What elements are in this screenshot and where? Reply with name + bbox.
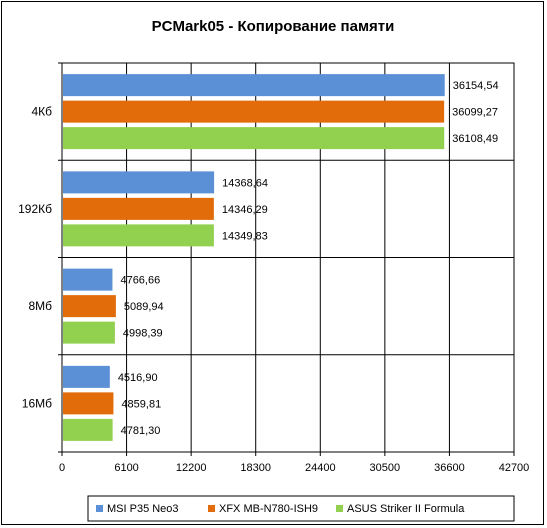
value-label: 4998,39 xyxy=(123,328,163,340)
value-label: 5089,94 xyxy=(124,301,164,313)
plot-area xyxy=(61,62,515,453)
value-label: 36099,27 xyxy=(452,107,498,119)
x-tick-label: 0 xyxy=(59,462,65,474)
category-label: 4Кб xyxy=(31,105,52,119)
bar xyxy=(63,171,215,194)
value-label: 36108,49 xyxy=(452,133,498,145)
legend-swatch xyxy=(96,505,103,512)
category-labels: 4Кб 192Кб 8Мб 16Мб xyxy=(18,105,52,411)
bar xyxy=(63,127,445,150)
x-tick-label: 12200 xyxy=(176,462,207,474)
legend-swatch xyxy=(208,505,215,512)
bar xyxy=(63,268,113,291)
value-label: 14349,83 xyxy=(222,230,268,242)
bar xyxy=(63,418,113,441)
x-tick-label: 24400 xyxy=(305,462,336,474)
value-label: 14346,29 xyxy=(222,204,268,216)
value-label: 4766,66 xyxy=(120,275,160,287)
value-label: 36154,54 xyxy=(453,80,499,92)
x-tick-label: 30500 xyxy=(370,462,401,474)
legend-box xyxy=(87,495,515,522)
plot-border xyxy=(61,62,515,453)
bar xyxy=(63,321,115,344)
legend-label: XFX MB-N780-ISH9 xyxy=(219,503,318,515)
value-label: 4516,90 xyxy=(118,372,158,384)
value-labels: 36154,54 36099,27 36108,49 14368,64 14346,29… xyxy=(118,80,499,437)
bar xyxy=(63,295,116,318)
bar xyxy=(63,392,114,415)
category-label: 8Мб xyxy=(28,299,52,313)
legend-label: ASUS Striker II Formula xyxy=(347,503,465,515)
category-label: 192Кб xyxy=(18,202,52,216)
x-tick-label: 36600 xyxy=(434,462,465,474)
category-label: 16Мб xyxy=(22,396,52,410)
grid xyxy=(58,62,514,453)
chart-title: PCMark05 - Копирование памяти xyxy=(152,18,395,35)
x-tick-label: 42700 xyxy=(499,462,530,474)
value-label: 4781,30 xyxy=(121,425,161,437)
legend-label: MSI P35 Neo3 xyxy=(107,503,179,515)
bars xyxy=(63,74,445,441)
value-label: 14368,64 xyxy=(222,177,268,189)
x-tick-label: 6100 xyxy=(114,462,138,474)
bar xyxy=(63,197,214,220)
x-tick-label: 18300 xyxy=(240,462,271,474)
bar xyxy=(63,365,110,388)
bar xyxy=(63,100,445,123)
value-label: 4859,81 xyxy=(121,398,161,410)
bar xyxy=(63,74,445,97)
bar xyxy=(63,224,214,247)
legend-swatch xyxy=(336,505,343,512)
x-axis-ticks: 0 6100 12200 18300 24400 30500 36600 42700 xyxy=(59,452,529,474)
legend: MSI P35 Neo3 XFX MB-N780-ISH9 ASUS Striker… xyxy=(87,495,515,522)
